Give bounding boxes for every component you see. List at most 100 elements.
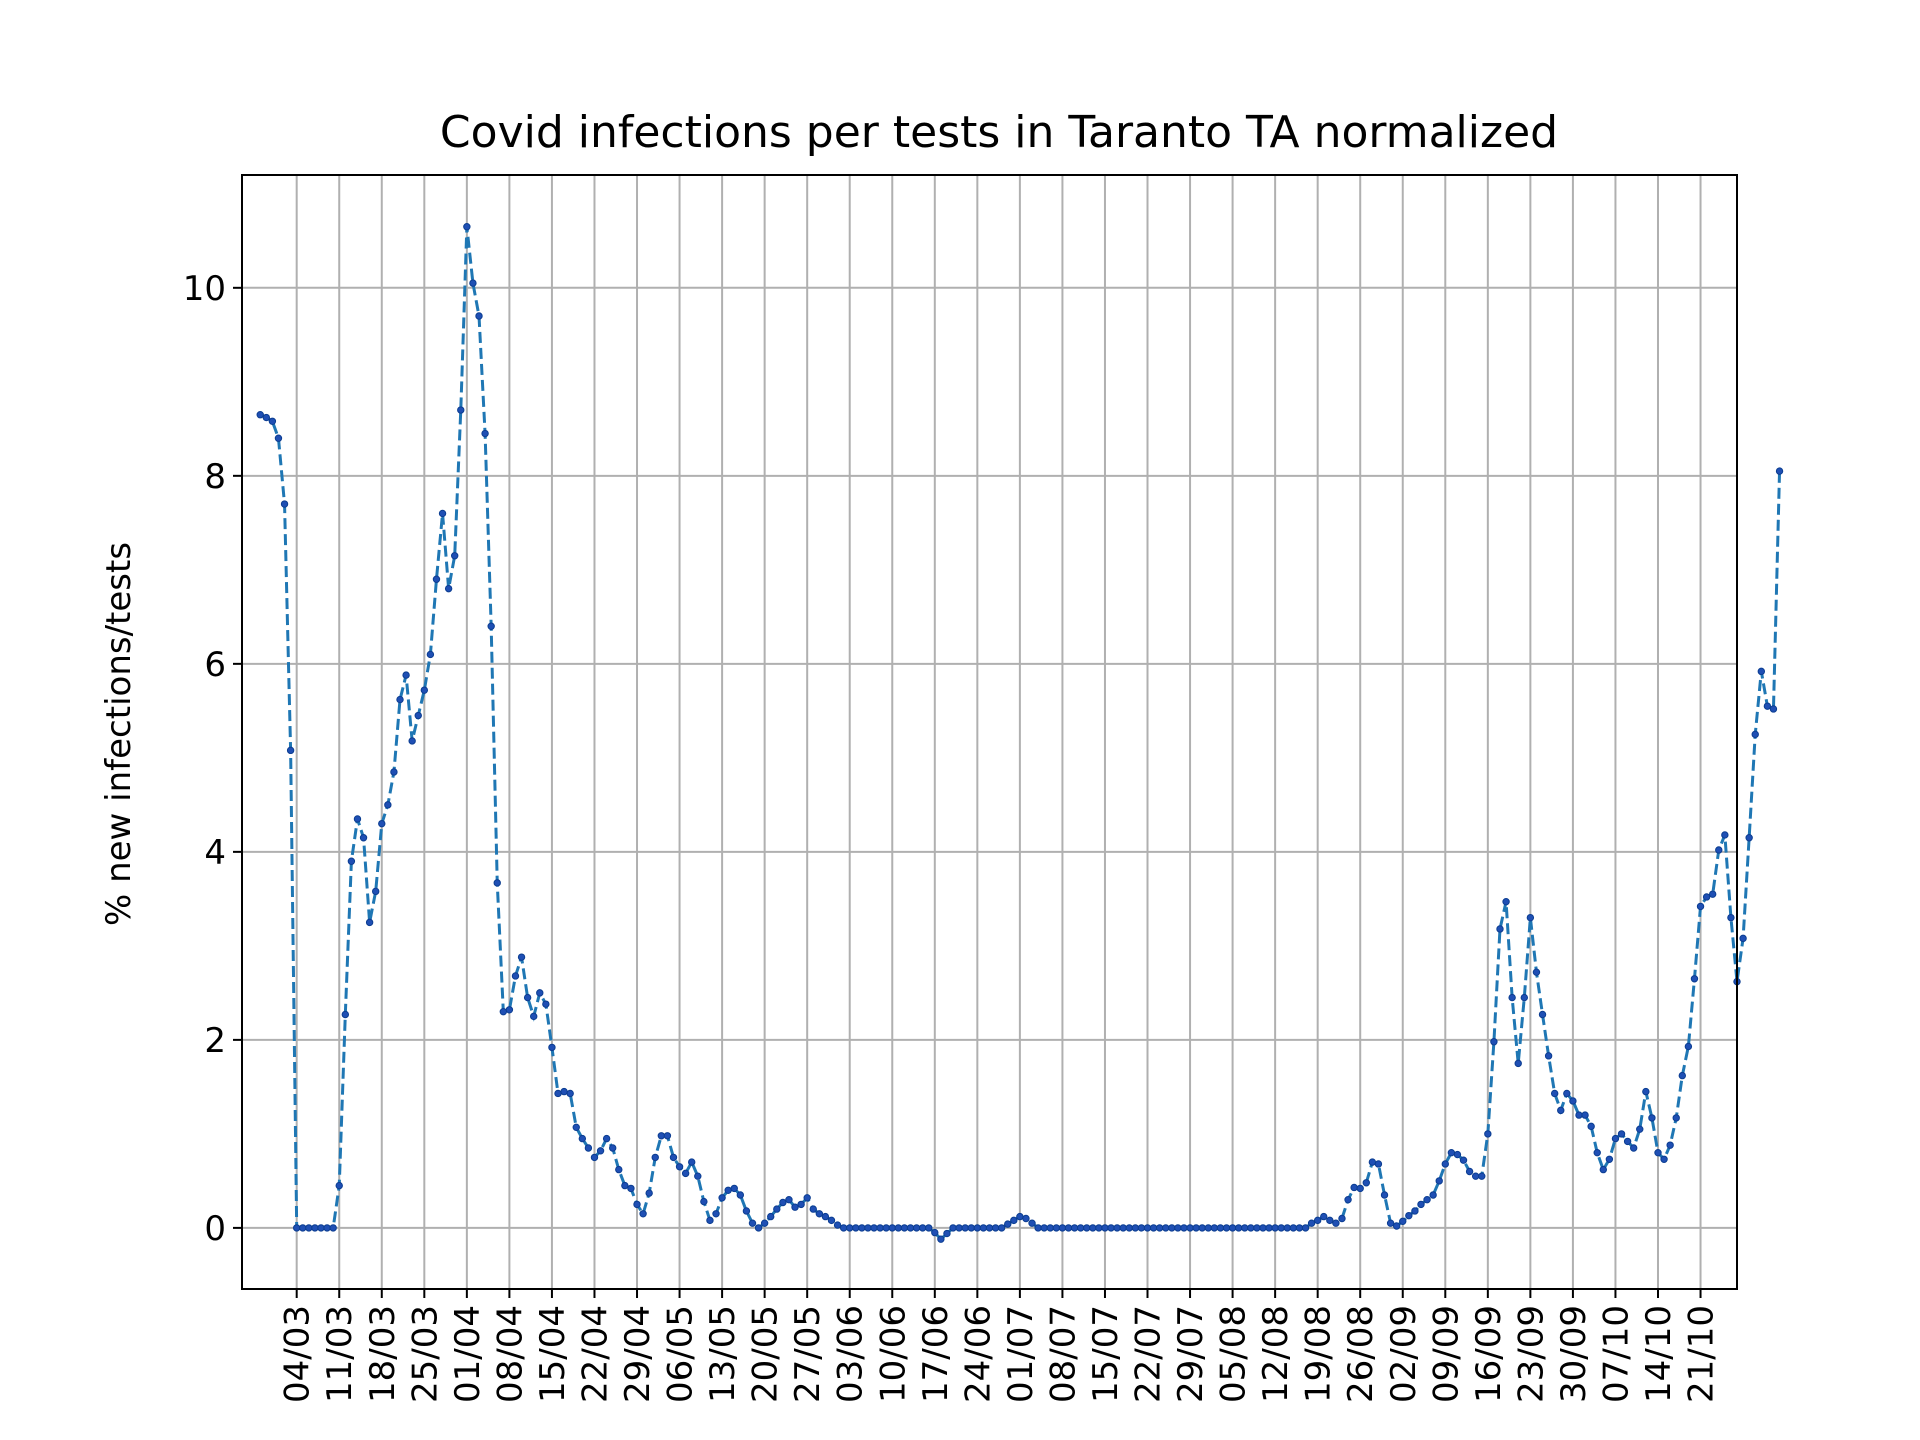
data-point <box>280 500 289 508</box>
data-point <box>1320 1212 1328 1221</box>
data-point <box>1447 1148 1456 1157</box>
data-point <box>1678 1071 1687 1080</box>
data-point <box>1113 1224 1121 1232</box>
data-point <box>1295 1224 1304 1232</box>
data-point <box>1119 1224 1127 1232</box>
data-point <box>900 1224 909 1232</box>
data-point <box>833 1221 842 1229</box>
data-point <box>985 1224 994 1232</box>
data-point <box>1259 1224 1267 1232</box>
data-point <box>1423 1195 1431 1204</box>
data-point <box>1453 1150 1462 1159</box>
data-point <box>1581 1111 1589 1119</box>
data-point <box>1478 1172 1486 1180</box>
data-point <box>475 312 483 320</box>
data-point <box>451 552 459 560</box>
y-tick-label: 4 <box>204 833 226 873</box>
x-tick-label: 05/08 <box>1214 1305 1254 1403</box>
data-point <box>1301 1224 1310 1232</box>
data-point <box>1228 1224 1237 1232</box>
data-point <box>335 1181 343 1190</box>
data-point <box>548 1043 556 1052</box>
data-point <box>888 1224 896 1232</box>
data-point <box>1307 1219 1316 1227</box>
x-tick-label: 13/05 <box>703 1305 743 1403</box>
x-axis: 04/03 11/03 18/03 25/03 01/04 08/04 15/04 22/04… <box>278 1289 1722 1403</box>
data-point <box>1204 1224 1212 1232</box>
x-tick-label: 22/07 <box>1129 1305 1169 1403</box>
data-point <box>1222 1224 1231 1232</box>
data-point <box>1386 1219 1395 1227</box>
data-point <box>408 737 416 745</box>
data-point <box>566 1089 574 1098</box>
data-point <box>815 1210 824 1218</box>
x-tick-label: 09/09 <box>1426 1305 1466 1403</box>
data-point <box>918 1224 927 1232</box>
data-point <box>353 815 362 823</box>
data-point <box>1605 1155 1614 1163</box>
data-point <box>554 1089 562 1098</box>
data-point <box>1326 1216 1334 1225</box>
data-point <box>1745 834 1753 842</box>
data-point <box>706 1216 714 1225</box>
x-tick-label: 01/07 <box>1001 1305 1041 1403</box>
data-point <box>748 1219 757 1227</box>
data-point <box>1058 1224 1067 1232</box>
data-point <box>809 1205 817 1213</box>
x-tick-label: 08/04 <box>490 1305 530 1403</box>
data-point <box>1143 1224 1152 1232</box>
data-point <box>384 801 392 809</box>
data-point <box>542 1000 550 1008</box>
data-point <box>305 1224 313 1232</box>
data-point <box>627 1184 635 1193</box>
data-point <box>1696 902 1705 911</box>
x-tick-label: 03/06 <box>831 1305 871 1403</box>
x-tick-label: 10/06 <box>873 1305 913 1403</box>
data-point <box>1076 1224 1085 1232</box>
data-point <box>1465 1167 1474 1176</box>
data-point <box>979 1224 988 1232</box>
data-point <box>1089 1224 1097 1232</box>
data-point <box>560 1087 568 1096</box>
data-point <box>651 1153 659 1162</box>
data-point <box>1405 1211 1413 1220</box>
data-point <box>493 879 501 887</box>
data-point <box>803 1194 811 1202</box>
data-point <box>821 1212 830 1221</box>
data-point <box>1392 1222 1401 1230</box>
data-point <box>1532 968 1541 976</box>
chart-title: Covid infections per tests in Taranto TA… <box>440 107 1558 158</box>
data-point <box>1234 1224 1243 1232</box>
data-point <box>1471 1172 1480 1180</box>
data-point <box>1642 1087 1650 1096</box>
data-point <box>1198 1224 1206 1232</box>
data-point <box>1052 1224 1061 1232</box>
data-point <box>943 1229 951 1238</box>
data-point <box>596 1147 605 1155</box>
x-tick-label: 30/09 <box>1554 1305 1594 1403</box>
x-tick-label: 11/03 <box>320 1305 360 1403</box>
data-point <box>1162 1224 1170 1232</box>
data-point <box>293 1224 301 1232</box>
data-point <box>937 1235 945 1243</box>
data-point <box>1514 1059 1522 1068</box>
data-point <box>1672 1114 1680 1122</box>
x-tick-label: 29/07 <box>1171 1305 1211 1403</box>
data-point <box>1192 1224 1200 1232</box>
data-point <box>1484 1130 1492 1138</box>
data-point <box>1757 667 1766 676</box>
data-point <box>390 768 398 776</box>
data-point <box>1769 705 1778 713</box>
data-point <box>1569 1097 1577 1105</box>
data-point <box>1429 1191 1437 1199</box>
y-tick-label: 8 <box>204 457 226 497</box>
x-tick-label: 29/04 <box>618 1305 658 1403</box>
data-point <box>681 1169 690 1178</box>
data-point <box>991 1224 1000 1232</box>
data-point <box>530 1012 538 1021</box>
data-point <box>1526 913 1535 922</box>
data-point <box>1380 1191 1389 1199</box>
data-point <box>1666 1141 1674 1149</box>
data-point <box>1362 1179 1370 1187</box>
data-point <box>1253 1224 1261 1232</box>
